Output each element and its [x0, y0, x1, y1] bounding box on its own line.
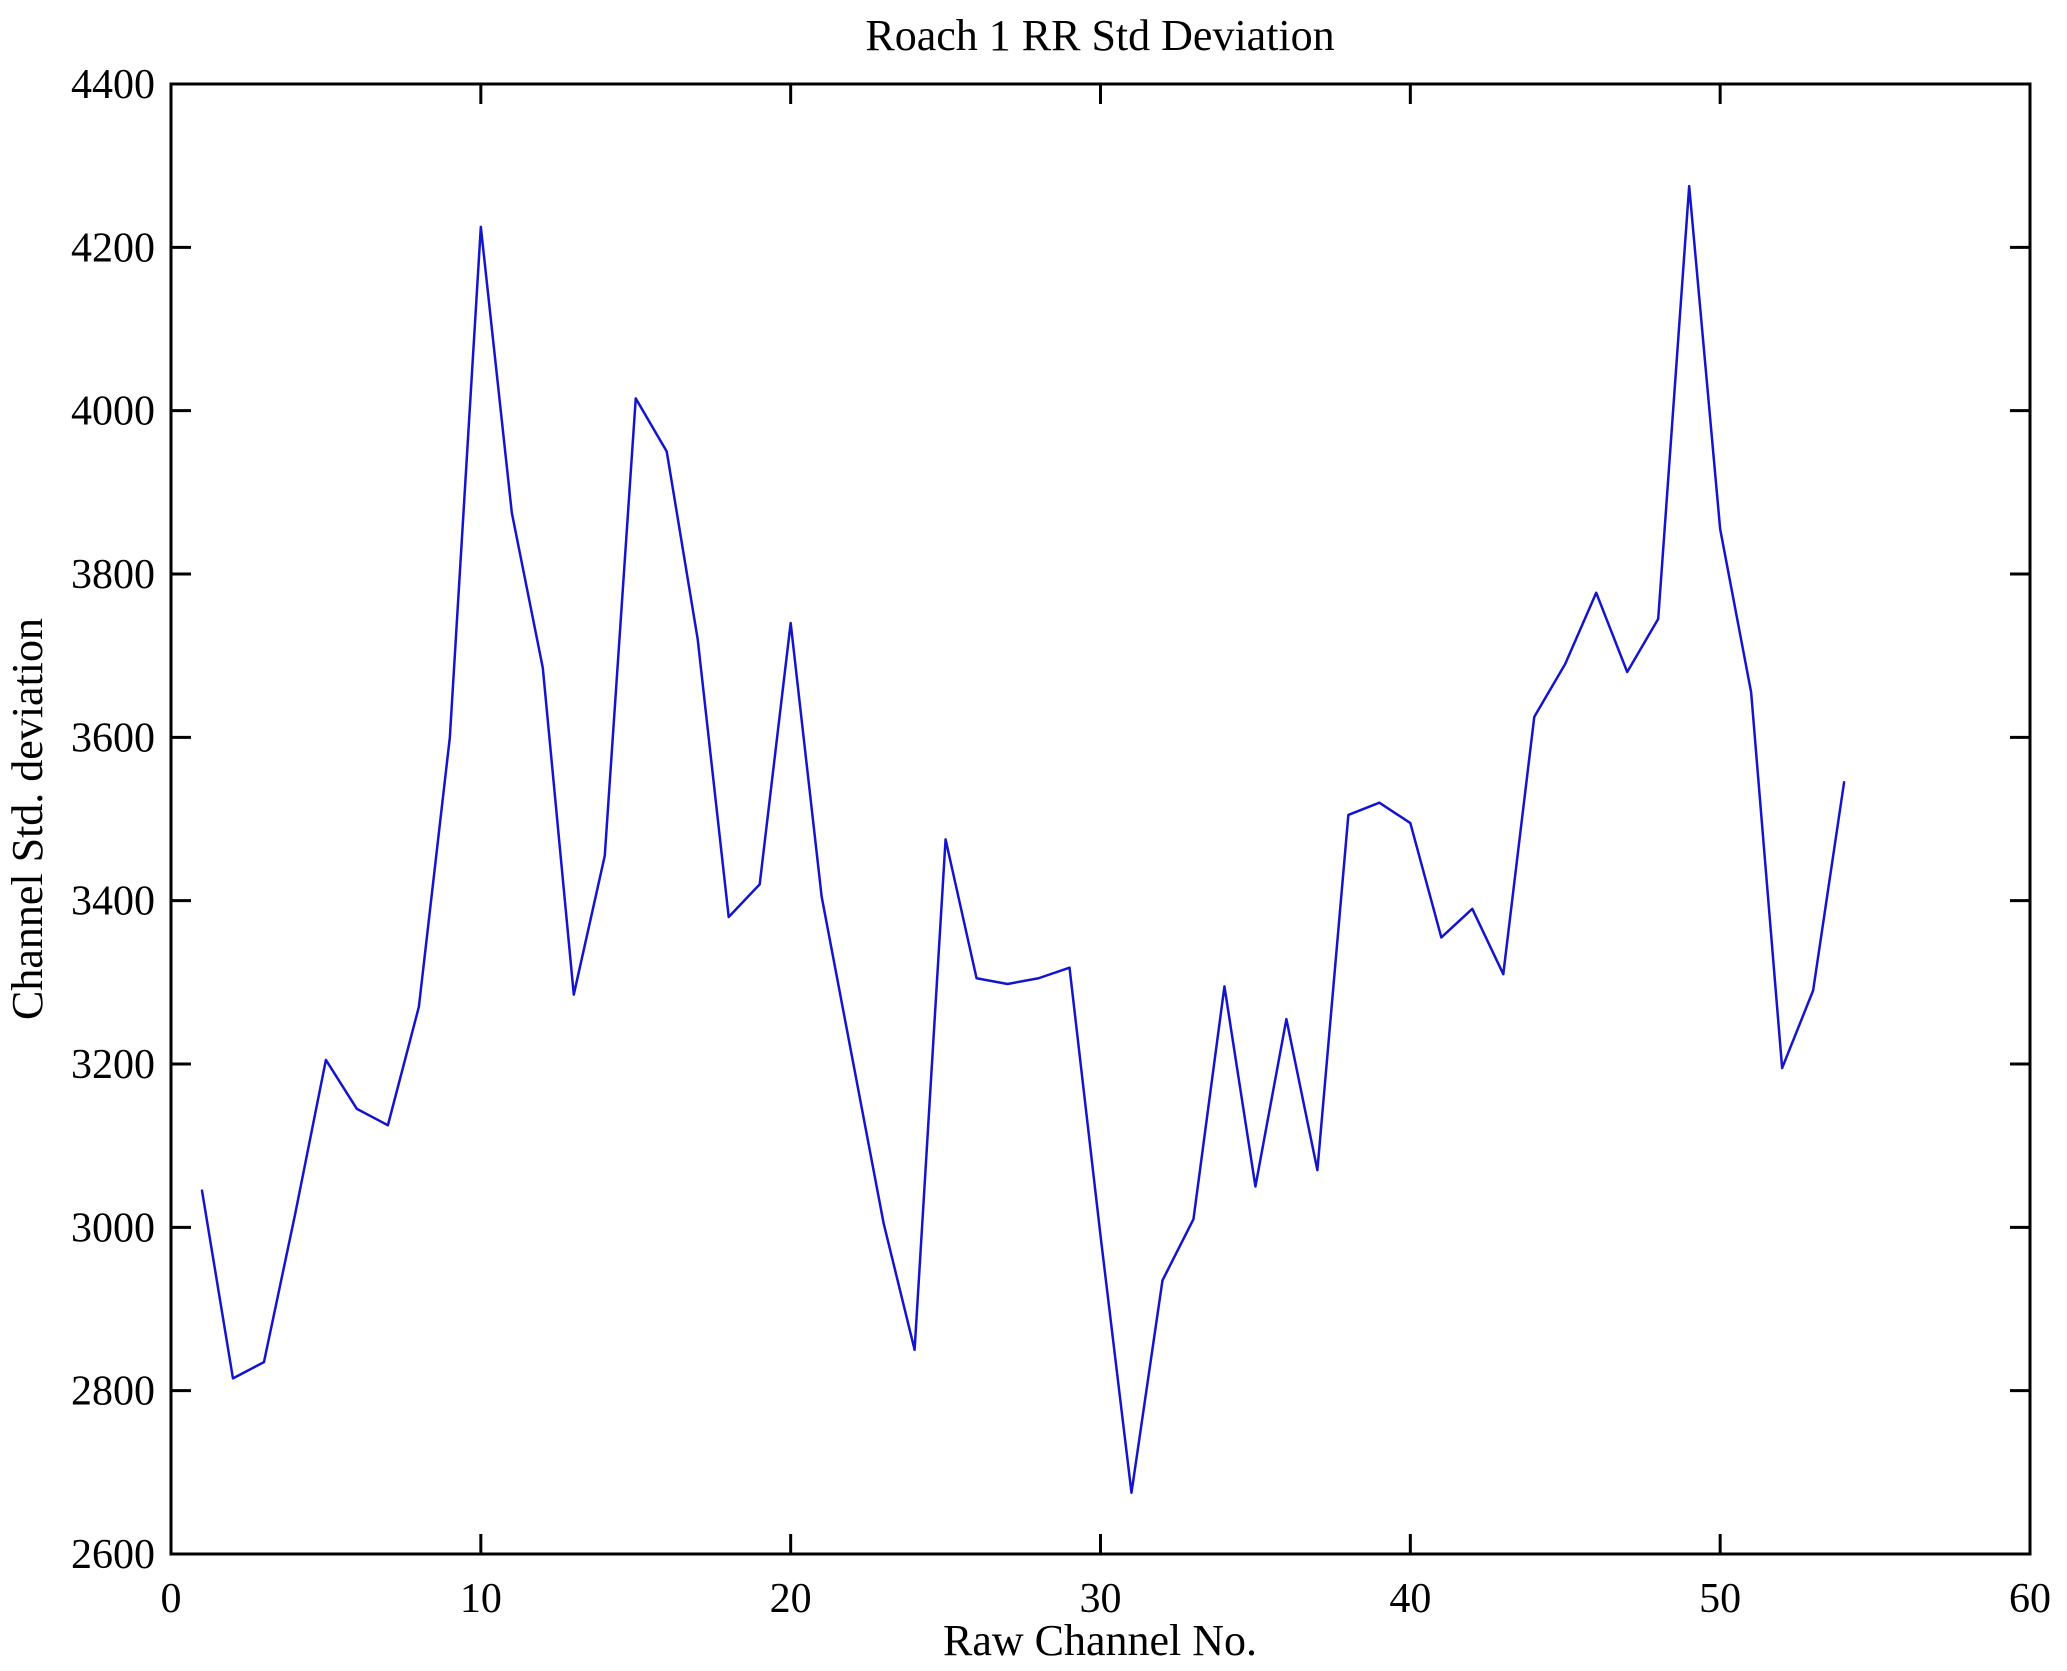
y-tick-label: 3800: [71, 552, 155, 598]
y-tick-label: 3400: [71, 879, 155, 925]
y-tick-label: 4000: [71, 389, 155, 435]
x-tick-label: 20: [770, 1576, 812, 1622]
y-axis-label: Channel Std. deviation: [3, 618, 52, 1020]
axis-tick-labels: 0 10 20 30 40 50 60 2600 2800 3000 3200 3400 3600 380…: [71, 62, 2051, 1622]
x-tick-label: 60: [2009, 1576, 2051, 1622]
y-tick-label: 2800: [71, 1369, 155, 1415]
y-tick-label: 2600: [71, 1532, 155, 1578]
series-line-channel-std-deviation: [200, 184, 1846, 1494]
y-tick-label: 3000: [71, 1205, 155, 1251]
y-tick-label: 4200: [71, 225, 155, 271]
x-tick-label: 0: [161, 1576, 182, 1622]
y-tick-label: 3200: [71, 1042, 155, 1088]
axis-frame: [169, 82, 2032, 1556]
y-tick-label: 3600: [71, 715, 155, 761]
y-tick-label: 4400: [71, 62, 155, 108]
x-tick-label: 40: [1389, 1576, 1431, 1622]
chart-title: Roach 1 RR Std Deviation: [865, 11, 1334, 60]
x-axis-label: Raw Channel No.: [943, 1616, 1257, 1665]
x-tick-label: 10: [460, 1576, 502, 1622]
x-tick-label: 30: [1080, 1576, 1122, 1622]
x-tick-label: 50: [1699, 1576, 1741, 1622]
axis-ticks: [169, 82, 2032, 1556]
data-series: [200, 184, 1846, 1494]
